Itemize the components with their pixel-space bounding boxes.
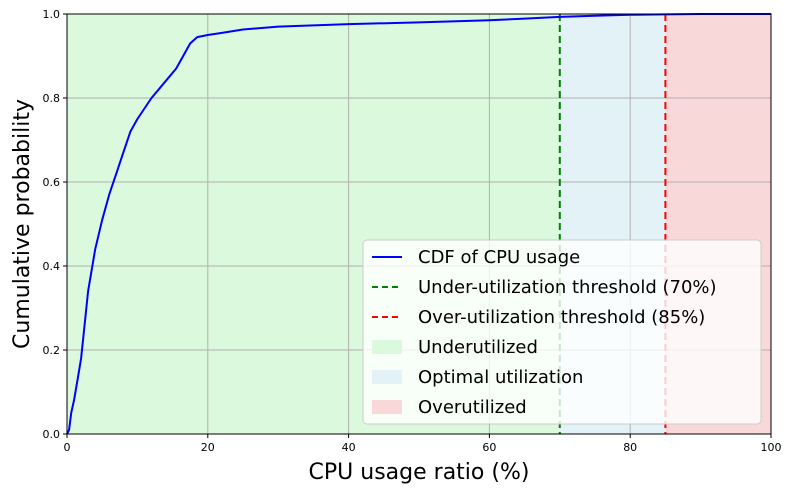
- x-axis-ticks: 0 20 40 60 80 100: [64, 434, 782, 454]
- legend-swatch-patch: [372, 340, 402, 354]
- x-axis-label: CPU usage ratio (%): [309, 460, 530, 485]
- legend-label: Optimal utilization: [418, 367, 583, 388]
- x-tick-label: 60: [482, 441, 496, 454]
- legend-label: Over-utilization threshold (85%): [418, 307, 705, 328]
- threshold-lines: [558, 14, 667, 434]
- legend-swatch-patch: [372, 400, 402, 414]
- x-tick-label: 20: [201, 441, 215, 454]
- legend-label: Underutilized: [418, 337, 538, 358]
- series-line-cdf: [66, 13, 771, 435]
- y-axis-ticks: 0.0 0.2 0.4 0.6 0.8 1.0: [43, 8, 67, 441]
- y-tick-label: 0.8: [43, 92, 61, 105]
- y-tick-label: 0.2: [43, 344, 61, 357]
- y-tick-label: 0.4: [43, 260, 61, 273]
- x-tick-label: 0: [64, 441, 71, 454]
- legend-label: Under-utilization threshold (70%): [418, 277, 717, 298]
- x-tick-label: 80: [623, 441, 637, 454]
- legend-label: CDF of CPU usage: [418, 247, 580, 268]
- y-tick-label: 0.0: [43, 428, 61, 441]
- y-axis-label: Cumulative probability: [10, 99, 35, 349]
- x-tick-label: 40: [342, 441, 356, 454]
- legend: CDF of CPU usage Under-utilization thresh…: [362, 239, 762, 425]
- legend-box: [362, 239, 762, 425]
- utilization-regions: [67, 14, 771, 434]
- plot-frame: [66, 13, 772, 435]
- y-tick-label: 1.0: [43, 8, 61, 21]
- legend-label: Overutilized: [418, 397, 527, 418]
- series-lines: [66, 13, 771, 435]
- x-tick-label: 100: [761, 441, 782, 454]
- legend-swatch-patch: [372, 370, 402, 384]
- y-tick-label: 0.6: [43, 176, 61, 189]
